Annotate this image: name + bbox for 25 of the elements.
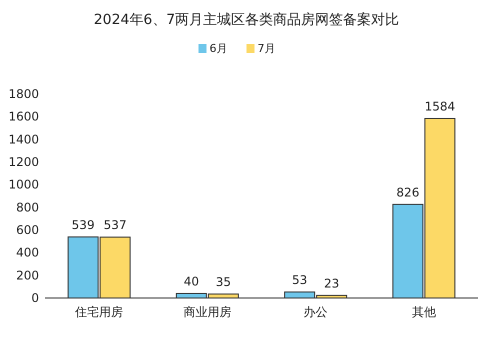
x-tick-label: 办公: [304, 305, 328, 319]
data-label: 1584: [424, 99, 456, 114]
y-tick-label: 800: [16, 200, 39, 214]
legend-label: 7月: [258, 42, 276, 55]
y-tick-label: 600: [16, 223, 39, 237]
x-tick-label: 其他: [412, 305, 436, 319]
data-label: 40: [184, 274, 200, 288]
y-tick-label: 200: [16, 268, 39, 282]
chart-title: 2024年6、7两月主城区各类商品房网签备案对比: [94, 11, 400, 28]
data-label: 35: [216, 275, 232, 290]
data-label: 53: [292, 272, 308, 287]
y-tick-label: 1200: [8, 155, 39, 169]
data-label: 826: [396, 185, 420, 200]
y-tick-label: 1800: [8, 87, 39, 101]
legend-label: 6月: [210, 42, 228, 55]
data-label: 539: [72, 218, 95, 232]
y-tick-label: 1400: [8, 132, 39, 146]
y-tick-label: 0: [31, 291, 39, 305]
x-tick-label: 商业用房: [183, 305, 232, 319]
y-tick-label: 1000: [8, 178, 39, 192]
y-tick-label: 1600: [8, 110, 39, 124]
y-tick-label: 400: [16, 246, 39, 260]
data-label: 537: [104, 218, 127, 232]
data-label: 23: [324, 276, 340, 290]
x-tick-label: 住宅用房: [74, 305, 124, 319]
